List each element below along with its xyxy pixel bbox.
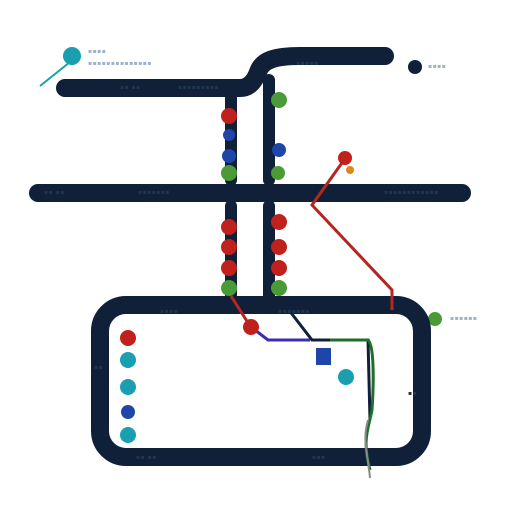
teal-legend-tail bbox=[39, 61, 71, 87]
loop-label-2: ▪▪▪▪▪▪▪ bbox=[278, 308, 310, 315]
green-legend-label: ▪▪▪▪▪▪ bbox=[450, 315, 478, 322]
station-mid-left-1[interactable] bbox=[221, 219, 237, 235]
top-line-label-1: ▪▪ ▪▪ bbox=[120, 84, 141, 91]
station-mid-right-1[interactable] bbox=[271, 214, 287, 230]
navy-legend-label: ▪▪▪▪ bbox=[428, 63, 447, 70]
station-inner-3[interactable] bbox=[120, 379, 136, 395]
station-upper-right-2[interactable] bbox=[272, 143, 286, 157]
legend-area bbox=[39, 47, 442, 326]
station-mid-left-3[interactable] bbox=[221, 260, 237, 276]
loop-label-4: ▪▪▪ bbox=[312, 454, 326, 461]
station-inner-teal-right[interactable] bbox=[338, 369, 354, 385]
legend-label-2: ▪▪▪▪▪▪▪▪▪▪▪▪▪▪ bbox=[88, 60, 152, 67]
station-inner-5[interactable] bbox=[120, 427, 136, 443]
legend-label-1: ▪▪▪▪ bbox=[88, 48, 107, 55]
station-upper-right-1[interactable] bbox=[271, 92, 287, 108]
top-line-track bbox=[56, 47, 394, 97]
inner-square-station[interactable] bbox=[316, 348, 331, 365]
station-inner-2[interactable] bbox=[120, 352, 136, 368]
stations bbox=[120, 92, 354, 443]
red-line bbox=[310, 159, 394, 310]
station-junction-red[interactable] bbox=[338, 151, 352, 165]
colored-lines bbox=[229, 159, 394, 479]
station-upper-left-2[interactable] bbox=[223, 129, 235, 141]
station-upper-left-1[interactable] bbox=[221, 108, 237, 124]
station-upper-left-3[interactable] bbox=[222, 149, 236, 163]
station-inner-1[interactable] bbox=[120, 330, 136, 346]
teal-station-icon bbox=[63, 47, 81, 65]
loop-left-label: ▪▪ bbox=[94, 364, 104, 371]
top-line-label-3: ▪▪▪▪▪ bbox=[296, 60, 319, 67]
loop-track bbox=[91, 296, 431, 466]
station-mid-right-3[interactable] bbox=[271, 260, 287, 276]
top-line-label-2: ▪▪▪▪▪▪▪▪▪ bbox=[178, 84, 220, 91]
middle-line-label-3: ▪▪▪▪▪▪▪▪▪▪▪▪ bbox=[384, 189, 439, 196]
station-mid-right-4[interactable] bbox=[271, 280, 287, 296]
station-mid-left-4[interactable] bbox=[221, 280, 237, 296]
blue-line bbox=[254, 328, 310, 342]
loop-label-1: ▪▪▪▪ bbox=[160, 308, 179, 315]
gray-line bbox=[364, 419, 371, 479]
junction-accent-dot bbox=[346, 166, 354, 174]
station-loop-entry[interactable] bbox=[243, 319, 259, 335]
station-mid-right-2[interactable] bbox=[271, 239, 287, 255]
station-mid-left-2[interactable] bbox=[221, 239, 237, 255]
loop-right-label: ▪▪ bbox=[408, 390, 418, 397]
loop-label-3: ▪▪ ▪▪ bbox=[136, 454, 157, 461]
middle-line-label-1: ▪▪ ▪▪ bbox=[44, 189, 65, 196]
station-upper-left-4[interactable] bbox=[221, 165, 237, 181]
station-upper-right-3[interactable] bbox=[271, 166, 285, 180]
middle-line-label-2: ▪▪▪▪▪▪▪ bbox=[138, 189, 170, 196]
navy-station-icon bbox=[408, 60, 422, 74]
green-station-icon bbox=[428, 312, 442, 326]
station-inner-4[interactable] bbox=[121, 405, 135, 419]
tracks bbox=[29, 47, 471, 466]
